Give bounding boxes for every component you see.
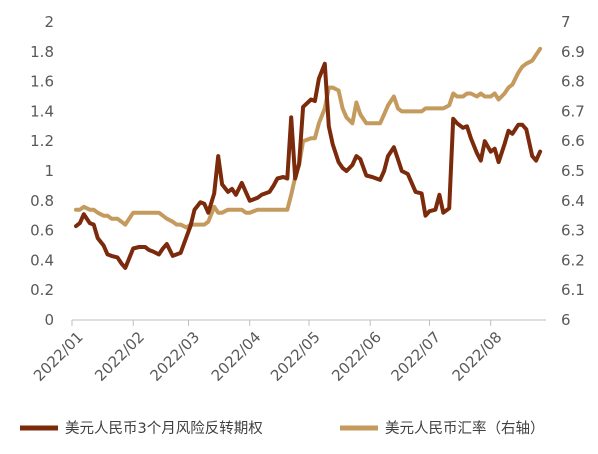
y-right-tick-label: 7 bbox=[561, 13, 571, 31]
y-right-tick-label: 6.6 bbox=[561, 132, 585, 150]
y-left-tick-label: 2 bbox=[44, 13, 54, 31]
y-right-tick-label: 6.3 bbox=[561, 222, 585, 240]
left-y-axis: 0 0.2 0.4 0.6 0.8 1 1.2 1.4 1.6 1.8 2 bbox=[30, 13, 54, 329]
y-right-tick-label: 6.4 bbox=[561, 192, 585, 210]
y-left-tick-label: 1.8 bbox=[30, 43, 54, 61]
y-right-tick-label: 6 bbox=[561, 311, 571, 329]
series-line-usdcny-risk-reversal bbox=[74, 61, 543, 270]
legend-label-usdcny-risk-reversal: 美元人民币3个月风险反转期权 bbox=[65, 420, 263, 437]
x-tick-label: 2022/08 bbox=[449, 328, 506, 385]
x-tick-label: 2022/04 bbox=[208, 328, 265, 385]
right-y-axis: 6 6.1 6.2 6.3 6.4 6.5 6.6 6.7 6.8 6.9 7 bbox=[561, 13, 585, 329]
y-left-tick-label: 0.4 bbox=[30, 251, 54, 269]
y-right-tick-label: 6.8 bbox=[561, 73, 585, 91]
plot-area bbox=[74, 46, 543, 270]
y-left-tick-label: 0 bbox=[44, 311, 54, 329]
x-tick-label: 2022/05 bbox=[267, 328, 324, 385]
x-tick-label: 2022/07 bbox=[387, 328, 444, 385]
series-line-usdcny-rate bbox=[74, 46, 543, 230]
y-left-tick-label: 0.2 bbox=[30, 281, 54, 299]
y-right-tick-label: 6.5 bbox=[561, 162, 585, 180]
legend-label-usdcny-rate: 美元人民币汇率（右轴） bbox=[385, 420, 545, 437]
y-right-tick-label: 6.9 bbox=[561, 43, 585, 61]
y-left-tick-label: 1 bbox=[44, 162, 54, 180]
y-right-tick-label: 6.7 bbox=[561, 102, 585, 120]
y-left-tick-label: 1.4 bbox=[30, 102, 54, 120]
y-left-tick-label: 1.2 bbox=[30, 132, 54, 150]
y-right-tick-label: 6.1 bbox=[561, 281, 585, 299]
x-tick-label: 2022/06 bbox=[328, 328, 385, 385]
x-tick-label: 2022/03 bbox=[146, 328, 203, 385]
y-right-tick-label: 6.2 bbox=[561, 251, 585, 269]
y-left-tick-label: 1.6 bbox=[30, 73, 54, 91]
x-tick-label: 2022/02 bbox=[91, 328, 148, 385]
y-left-tick-label: 0.8 bbox=[30, 192, 54, 210]
legend: 美元人民币3个月风险反转期权 美元人民币汇率（右轴） bbox=[20, 420, 545, 437]
y-left-tick-label: 0.6 bbox=[30, 222, 54, 240]
x-tick-label: 2022/01 bbox=[30, 328, 87, 385]
